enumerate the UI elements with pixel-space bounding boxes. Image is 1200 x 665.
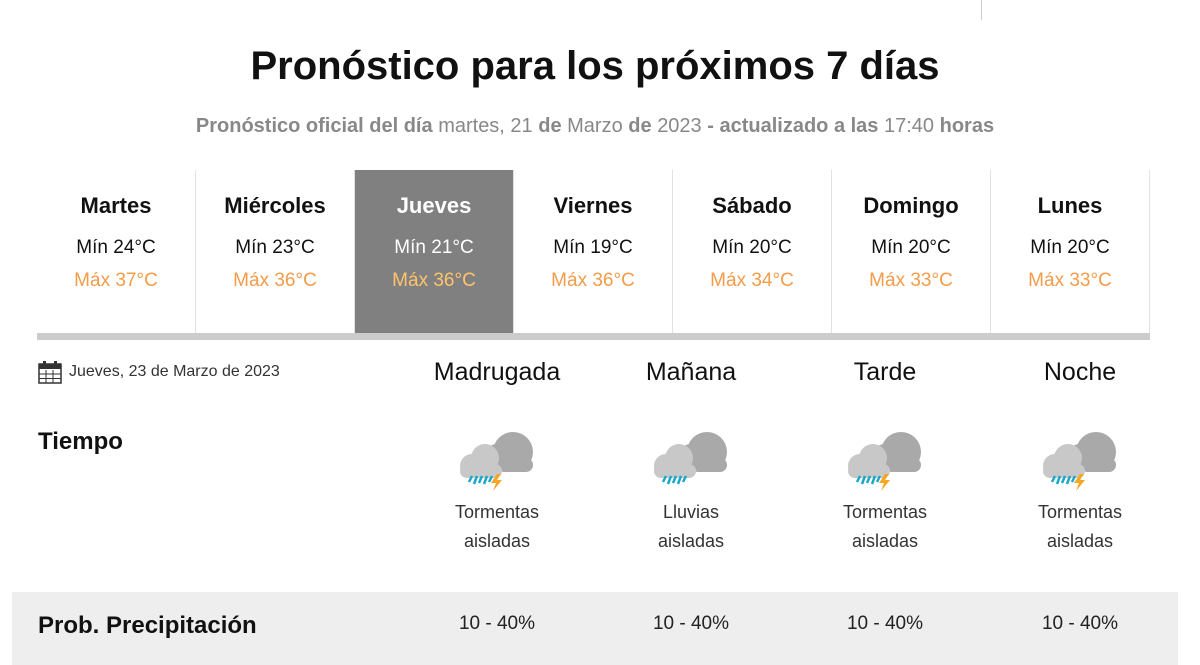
weather-desc: Tormentas xyxy=(842,502,928,522)
page-title: Pronóstico para los próximos 7 días xyxy=(250,44,940,88)
min-temp: Mín 21°C xyxy=(394,237,474,258)
subtitle-text: de xyxy=(628,115,652,137)
period-header: Tarde xyxy=(853,358,917,386)
selected-date: Jueves, 23 de Marzo de 2023 xyxy=(37,360,280,384)
day-name: Viernes xyxy=(553,193,633,218)
min-temp: Mín 19°C xyxy=(553,237,633,258)
max-temp: Máx 36°C xyxy=(551,270,635,291)
subtitle-text: horas xyxy=(939,115,995,137)
day-tab-4[interactable]: Sábado Mín 20°C Máx 34°C xyxy=(673,170,832,333)
max-temp: Máx 36°C xyxy=(392,270,476,291)
day-tab-6[interactable]: Lunes Mín 20°C Máx 33°C xyxy=(991,170,1150,333)
subtitle-text: Pronóstico oficial del día xyxy=(195,115,433,137)
weather-desc: aisladas xyxy=(851,531,919,551)
weather-cell: Tormentas aisladas xyxy=(417,428,577,556)
min-temp: Mín 20°C xyxy=(712,237,792,258)
date-label: Jueves, 23 de Marzo de 2023 xyxy=(69,363,280,380)
max-temp: Máx 34°C xyxy=(710,270,794,291)
day-tab-1[interactable]: Miércoles Mín 23°C Máx 36°C xyxy=(196,170,355,333)
forecast-subtitle: Pronóstico oficial del día martes, 21 de… xyxy=(0,115,1190,138)
min-temp: Mín 23°C xyxy=(235,237,315,258)
min-temp: Mín 20°C xyxy=(871,237,951,258)
min-temp: Mín 20°C xyxy=(1030,237,1110,258)
weather-desc: Lluvias xyxy=(662,502,720,522)
weather-desc: aisladas xyxy=(463,531,531,551)
subtitle-date: martes, 21 xyxy=(438,115,533,137)
precipitation-row xyxy=(12,592,1178,665)
min-temp: Mín 24°C xyxy=(76,237,156,258)
period-header: Noche xyxy=(1043,358,1117,386)
period-header: Madrugada xyxy=(433,358,561,386)
storm-cloud-icon xyxy=(417,428,577,492)
weather-desc: Tormentas xyxy=(1037,502,1123,522)
rain-cloud-icon xyxy=(611,428,771,492)
day-tab-0[interactable]: Martes Mín 24°C Máx 37°C xyxy=(37,170,196,333)
subtitle-year: 2023 xyxy=(657,115,702,137)
divider xyxy=(981,0,982,20)
calendar-icon xyxy=(38,361,62,384)
weather-desc: aisladas xyxy=(1046,531,1114,551)
subtitle-month: Marzo xyxy=(567,115,623,137)
storm-cloud-icon xyxy=(1000,428,1160,492)
day-tabs: Martes Mín 24°C Máx 37°C Miércoles Mín 2… xyxy=(37,170,1150,340)
weather-cell: Lluvias aisladas xyxy=(611,428,771,556)
day-tab-2[interactable]: Jueves Mín 21°C Máx 36°C xyxy=(355,170,514,333)
precipitation-label: Prob. Precipitación xyxy=(38,612,257,639)
weather-cell: Tormentas aisladas xyxy=(1000,428,1160,556)
weather-cell: Tormentas aisladas xyxy=(805,428,965,556)
precipitation-value: 10 - 40% xyxy=(846,613,924,634)
day-name: Sábado xyxy=(712,193,792,218)
max-temp: Máx 37°C xyxy=(74,270,158,291)
max-temp: Máx 33°C xyxy=(869,270,953,291)
precipitation-value: 10 - 40% xyxy=(652,613,730,634)
day-tab-5[interactable]: Domingo Mín 20°C Máx 33°C xyxy=(832,170,991,333)
weather-label: Tiempo xyxy=(38,428,123,455)
max-temp: Máx 33°C xyxy=(1028,270,1112,291)
storm-cloud-icon xyxy=(805,428,965,492)
weather-desc: aisladas xyxy=(657,531,725,551)
day-name: Miércoles xyxy=(224,193,326,218)
day-name: Jueves xyxy=(396,193,472,218)
precipitation-value: 10 - 40% xyxy=(458,613,536,634)
max-temp: Máx 36°C xyxy=(233,270,317,291)
period-header: Mañana xyxy=(645,358,737,386)
weather-desc: Tormentas xyxy=(454,502,540,522)
subtitle-text: de xyxy=(538,115,562,137)
day-name: Domingo xyxy=(863,193,959,218)
day-tab-3[interactable]: Viernes Mín 19°C Máx 36°C xyxy=(514,170,673,333)
day-name: Martes xyxy=(80,193,152,218)
day-name: Lunes xyxy=(1037,193,1103,218)
subtitle-text: - actualizado a las xyxy=(707,115,879,137)
precipitation-value: 10 - 40% xyxy=(1041,613,1119,634)
subtitle-time: 17:40 xyxy=(883,115,935,137)
